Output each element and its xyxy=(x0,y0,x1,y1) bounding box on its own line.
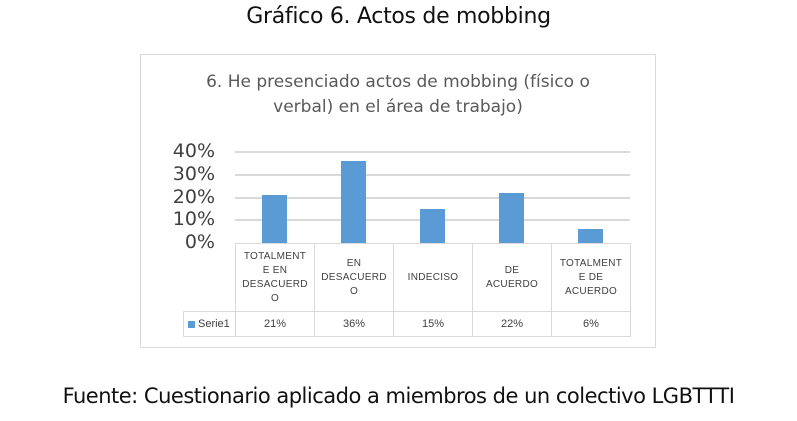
value-row: Serie1 21% 36% 15% 22% 6% xyxy=(183,311,631,337)
value-cell: 22% xyxy=(472,311,552,337)
y-tick-label: 10% xyxy=(172,208,215,231)
category-label-line: DESACUERD xyxy=(321,271,387,283)
category-label-line: TOTALMENT xyxy=(559,257,623,269)
y-tick-label: 30% xyxy=(172,162,215,185)
chart-title-line-1: 6. He presenciado actos de mobbing (físi… xyxy=(206,72,590,92)
legend-swatch-icon xyxy=(188,320,195,328)
value-cell: 36% xyxy=(314,311,394,337)
legend-label: Serie1 xyxy=(198,318,230,330)
category-label: DE ACUERDO xyxy=(472,243,552,312)
category-label: TOTALMENT E EN DESACUERD O xyxy=(235,243,315,312)
category-row: TOTALMENT E EN DESACUERD O EN DESACUERD O INDEC… xyxy=(183,243,631,312)
legend-cell: Serie1 xyxy=(183,311,236,337)
category-label: EN DESACUERD O xyxy=(314,243,394,312)
gridline xyxy=(235,173,630,176)
category-label-line: ACUERDO xyxy=(564,285,618,297)
bar xyxy=(262,195,287,243)
category-label-line: TOTALMENT xyxy=(243,250,307,262)
value-cell: 15% xyxy=(393,311,473,337)
bar xyxy=(420,208,445,243)
figure-title: Gráfico 6. Actos de mobbing xyxy=(246,4,551,29)
value-cell: 6% xyxy=(551,311,631,337)
blank-cell xyxy=(183,243,236,312)
y-tick-label: 20% xyxy=(172,185,215,208)
gridline xyxy=(235,196,630,199)
category-label-line: O xyxy=(349,285,359,297)
category-label-line: E EN xyxy=(262,264,288,276)
bar xyxy=(578,229,603,243)
category-label-line: ACUERDO xyxy=(485,278,539,290)
category-label-line: INDECISO xyxy=(407,271,459,283)
bar xyxy=(499,192,524,243)
bar xyxy=(341,161,366,243)
gridline xyxy=(235,151,630,153)
y-tick-label: 40% xyxy=(172,140,215,162)
category-label-line: DESACUERD xyxy=(242,278,308,290)
figure-source: Fuente: Cuestionario aplicado a miembros… xyxy=(62,384,735,408)
value-cell: 21% xyxy=(235,311,315,337)
category-label: TOTALMENT E DE ACUERDO xyxy=(551,243,631,312)
data-table: TOTALMENT E EN DESACUERD O EN DESACUERD O INDEC… xyxy=(183,243,631,337)
chart-title-line-2: verbal) en el área de trabajo) xyxy=(273,97,523,117)
category-label: INDECISO xyxy=(393,243,473,312)
category-label-line: EN xyxy=(346,257,362,269)
category-label-line: O xyxy=(270,292,280,304)
chart-title: 6. He presenciado actos de mobbing (físi… xyxy=(140,70,656,120)
category-label-line: E DE xyxy=(578,271,604,283)
category-label-line: DE xyxy=(504,264,520,276)
